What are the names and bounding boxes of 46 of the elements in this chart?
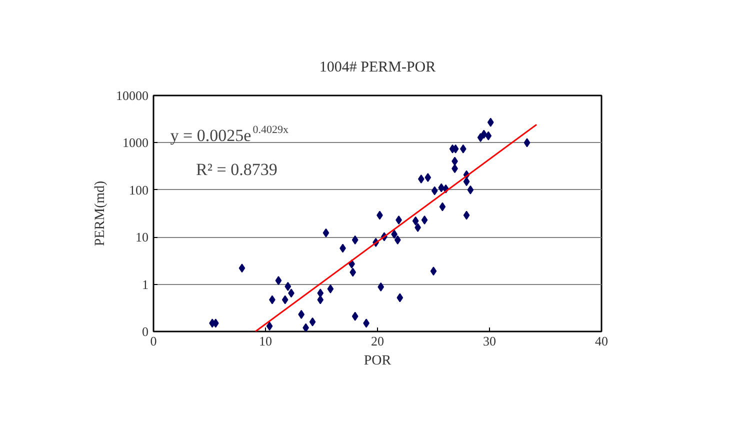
point <box>430 266 437 276</box>
y-tick-label: 1 <box>142 276 148 292</box>
x-axis-title: POR <box>364 354 392 368</box>
point <box>424 173 432 182</box>
point <box>238 264 246 273</box>
point <box>463 210 470 220</box>
annotation: R² = 0.8739 <box>196 160 278 180</box>
point <box>524 138 530 148</box>
y-tick-label: 10 <box>136 230 148 245</box>
point <box>480 130 488 139</box>
point <box>378 282 384 292</box>
y-axis-title: PERM(md) <box>93 180 108 246</box>
point <box>327 284 334 294</box>
point <box>302 323 309 332</box>
x-tick-label: 20 <box>371 334 384 348</box>
point <box>282 295 288 304</box>
point <box>317 295 324 304</box>
point <box>284 282 292 291</box>
point <box>438 183 445 192</box>
point <box>394 235 401 244</box>
y-tick-label: 10000 <box>116 88 148 103</box>
x-tick-label: 10 <box>259 334 272 348</box>
point <box>477 132 484 142</box>
y-tick-label: 1000 <box>122 135 148 150</box>
point <box>439 202 446 212</box>
point <box>431 186 438 196</box>
point <box>467 185 474 194</box>
point <box>485 131 492 140</box>
point <box>266 322 273 331</box>
point <box>275 276 282 286</box>
y-tick-label: 0 <box>142 324 148 339</box>
y-tick-label: 100 <box>129 182 148 198</box>
x-tick-label: 40 <box>595 334 608 348</box>
point <box>352 312 358 321</box>
point <box>350 268 356 277</box>
point <box>352 235 358 244</box>
x-tick-label: 30 <box>483 334 496 348</box>
point <box>412 216 419 226</box>
point <box>487 118 494 127</box>
point <box>421 216 428 225</box>
point <box>463 177 470 186</box>
point <box>396 293 404 302</box>
point <box>298 310 305 319</box>
point <box>322 228 330 238</box>
chart-title: 1004# PERM-POR <box>319 60 436 76</box>
point <box>309 317 316 326</box>
